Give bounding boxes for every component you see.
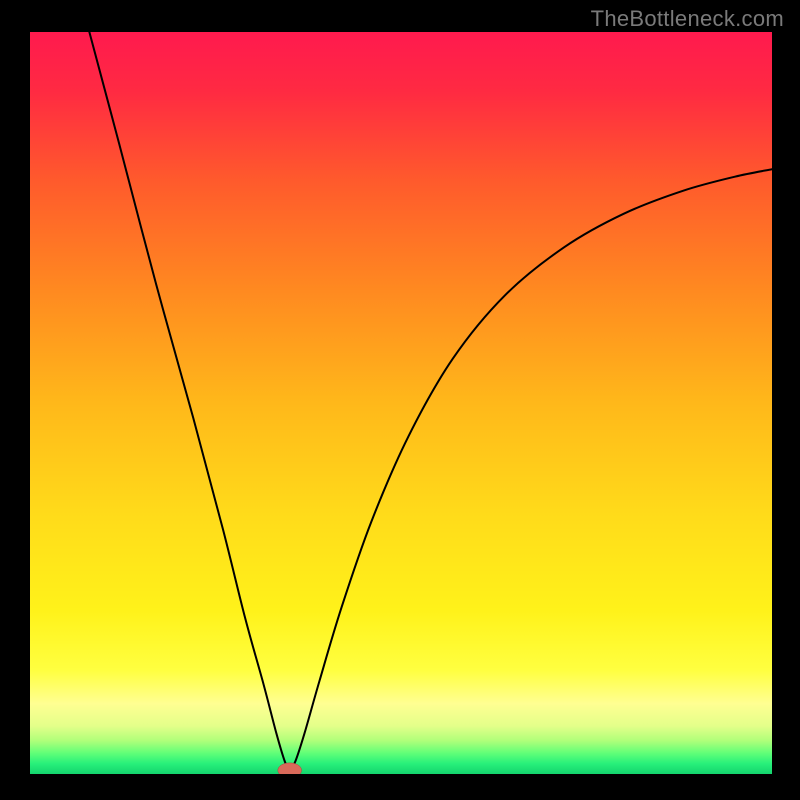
chart-svg [30, 32, 772, 774]
watermark-text: TheBottleneck.com [591, 6, 784, 32]
plot-area [30, 32, 772, 774]
curve-left-branch [89, 32, 289, 772]
minimum-marker [278, 763, 302, 774]
curve-right-branch [290, 169, 772, 772]
chart-frame: TheBottleneck.com [0, 0, 800, 800]
